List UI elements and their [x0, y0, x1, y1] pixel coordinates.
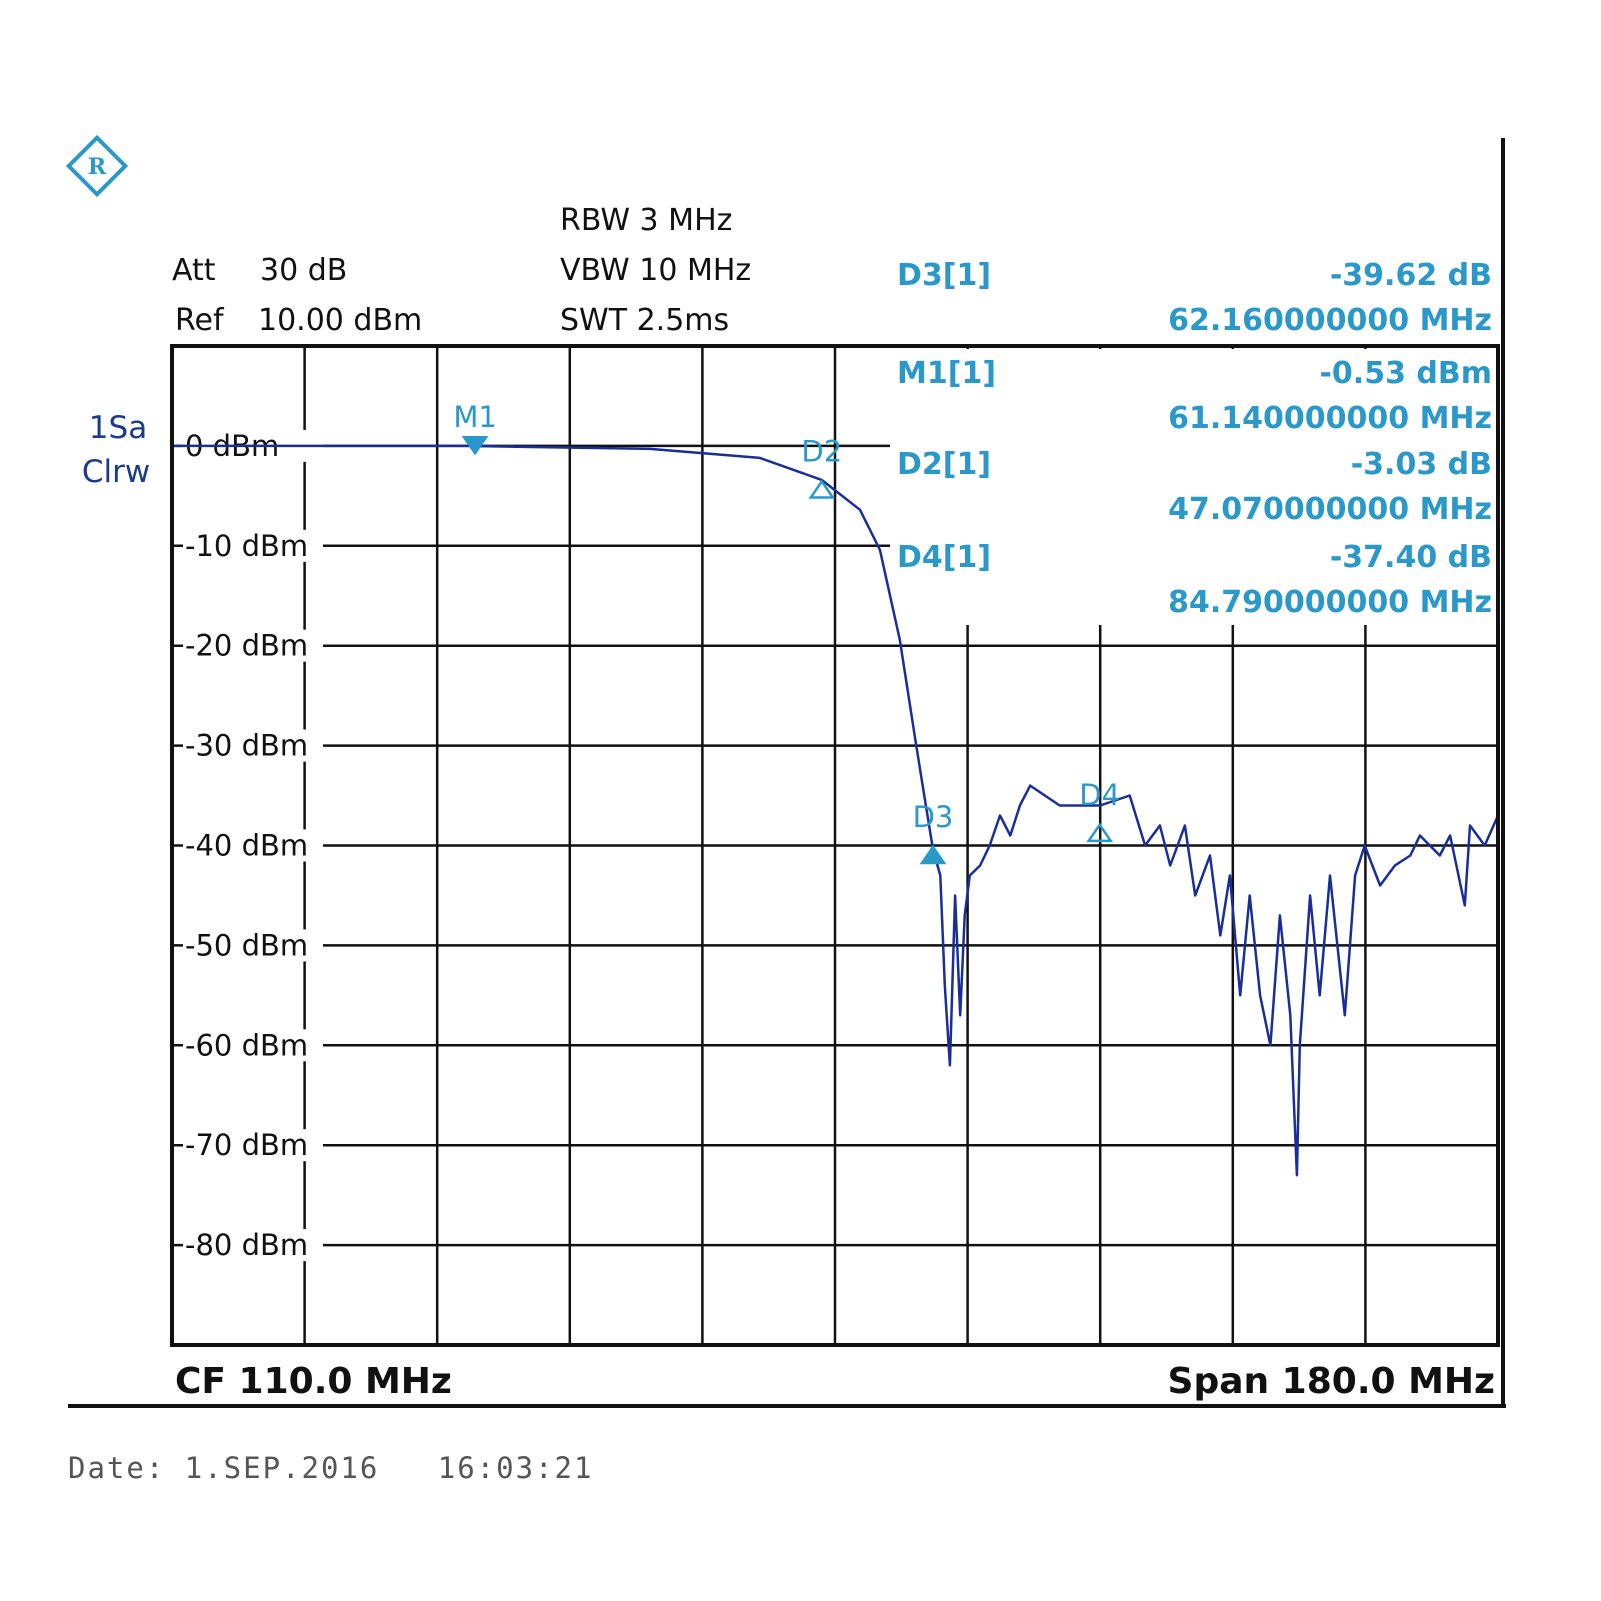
trace-line — [172, 444, 1500, 1177]
y-tick-label: -60 dBm — [185, 1028, 308, 1062]
marker-label: D4 — [1079, 778, 1120, 812]
marker-m1-icon — [461, 435, 489, 456]
marker-value: -39.62 dB — [1330, 258, 1492, 293]
y-tick-labels: 0 dBm-10 dBm-20 dBm-30 dBm-40 dBm-50 dBm… — [183, 429, 323, 1262]
marker-value: -0.53 dBm — [1319, 356, 1492, 391]
marker-label: M1 — [453, 400, 496, 434]
swt-setting: SWT 2.5ms — [560, 303, 729, 338]
ref-label: Ref — [175, 303, 225, 338]
marker-value: -3.03 dB — [1351, 447, 1492, 482]
tick-label-bg — [183, 1129, 323, 1162]
vbw-setting: VBW 10 MHz — [560, 253, 751, 288]
tick-label-bg — [183, 729, 323, 762]
y-tick-label: -70 dBm — [185, 1128, 308, 1162]
trace-label-2: Clrw — [82, 454, 150, 490]
tick-label-bg — [183, 929, 323, 962]
marker-name: D2[1] — [897, 447, 991, 482]
span: Span 180.0 MHz — [1168, 1361, 1495, 1402]
y-tick-label: -10 dBm — [185, 529, 308, 563]
marker-table: D3[1] -39.62 dB 62.160000000 MHz M1[1] -… — [897, 258, 1492, 620]
date-stamp: Date: 1.SEP.2016 16:03:21 — [68, 1451, 593, 1485]
att-value: 30 dB — [260, 253, 347, 288]
plot-frame — [170, 344, 1500, 1347]
ref-value: 10.00 dBm — [258, 303, 422, 338]
y-tick-label: -40 dBm — [185, 829, 308, 863]
marker-freq: 61.140000000 MHz — [1168, 401, 1492, 436]
tick-label-bg — [183, 629, 323, 662]
center-frequency: CF 110.0 MHz — [175, 1361, 452, 1402]
rs-logo: R — [65, 134, 129, 198]
svg-text:R: R — [88, 154, 107, 180]
marker-value: -37.40 dB — [1330, 540, 1492, 575]
marker-name: D4[1] — [897, 540, 991, 575]
y-tick-label: -30 dBm — [185, 729, 308, 763]
marker-name: D3[1] — [897, 258, 991, 293]
marker-d4-icon — [1086, 822, 1114, 843]
y-tick-label: -20 dBm — [185, 629, 308, 663]
tick-label-bg — [183, 1029, 323, 1062]
markers: M1 D2 D3 D4 — [453, 400, 1120, 865]
marker-name: M1[1] — [897, 356, 996, 391]
marker-freq: 47.070000000 MHz — [1168, 492, 1492, 527]
rbw-setting: RBW 3 MHz — [560, 203, 732, 238]
marker-label: D3 — [913, 800, 954, 834]
tick-label-bg — [183, 1229, 323, 1262]
marker-freq: 84.790000000 MHz — [1168, 585, 1492, 620]
marker-label: D2 — [801, 434, 842, 468]
trace-label-1: 1Sa — [89, 410, 147, 446]
y-tick-label: -50 dBm — [185, 928, 308, 962]
att-label: Att — [172, 253, 216, 288]
marker-freq: 62.160000000 MHz — [1168, 303, 1492, 338]
tick-label-bg — [183, 829, 323, 862]
marker-d2-icon — [808, 479, 836, 499]
tick-label-bg — [183, 529, 323, 562]
y-tick-label: -80 dBm — [185, 1228, 308, 1262]
marker-d3-icon — [919, 844, 947, 865]
marker-table-bg — [890, 349, 1496, 625]
